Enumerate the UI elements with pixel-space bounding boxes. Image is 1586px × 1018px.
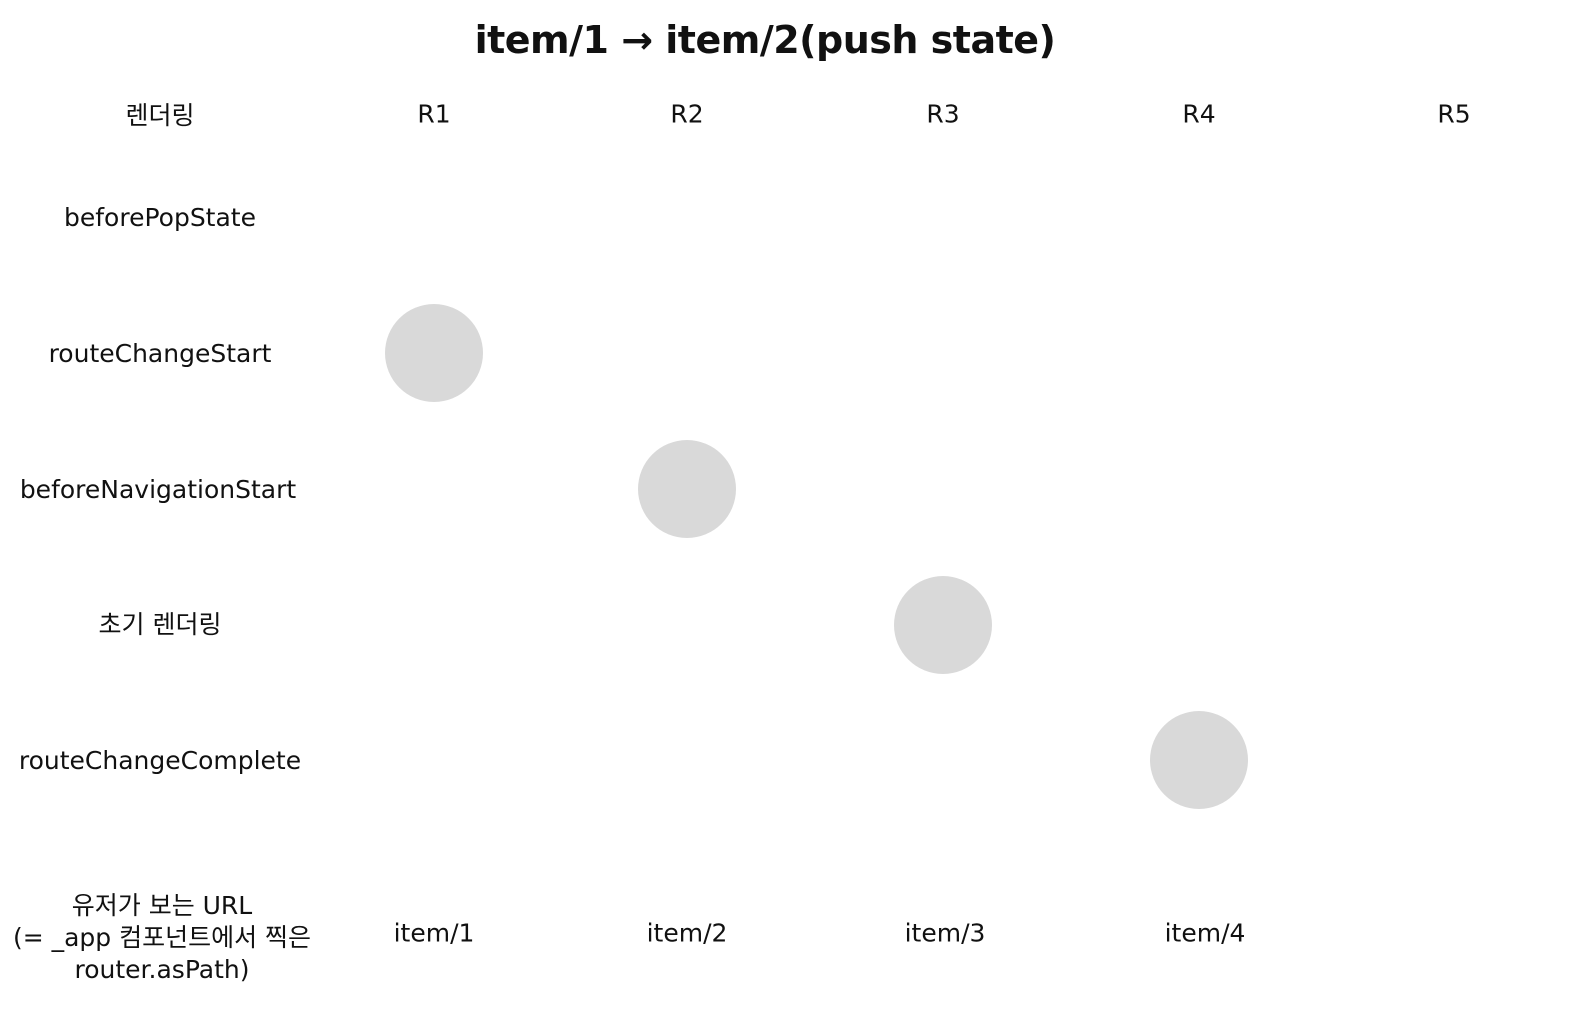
- url-value-r2: item/2: [646, 918, 728, 948]
- row-label-before-pop-state: beforePopState: [64, 203, 256, 232]
- url-value-r1: item/1: [393, 918, 475, 948]
- marker-before-navigation-start-r2: [638, 440, 736, 538]
- marker-route-change-complete-r4: [1150, 711, 1248, 809]
- row-label-initial-rendering: 초기 렌더링: [98, 610, 222, 639]
- url-value-r4: item/4: [1164, 918, 1246, 948]
- row-label-route-change-start: routeChangeStart: [48, 339, 272, 368]
- url-value-r3: item/3: [904, 918, 986, 948]
- user-url-label-line-1: 유저가 보는 URL: [71, 891, 253, 920]
- diagram-title: item/1 → item/2(push state): [474, 18, 1056, 62]
- marker-initial-rendering-r3: [894, 576, 992, 674]
- row-label-user-url: 유저가 보는 URL (= _app 컴포넌트에서 찍은 router.asPa…: [13, 890, 311, 986]
- column-header-r2: R2: [670, 99, 704, 129]
- column-header-r1: R1: [417, 99, 451, 129]
- column-header-r4: R4: [1182, 99, 1216, 129]
- row-label-route-change-complete: routeChangeComplete: [18, 746, 302, 775]
- header-rendering-label: 렌더링: [125, 101, 195, 130]
- marker-route-change-start-r1: [385, 304, 483, 402]
- column-header-r5: R5: [1437, 99, 1471, 129]
- user-url-label-line-2: (= _app 컴포넌트에서 찍은: [12, 923, 312, 952]
- row-label-before-navigation-start: beforeNavigationStart: [19, 475, 297, 504]
- user-url-label-line-3: router.asPath): [74, 955, 250, 984]
- column-header-r3: R3: [926, 99, 960, 129]
